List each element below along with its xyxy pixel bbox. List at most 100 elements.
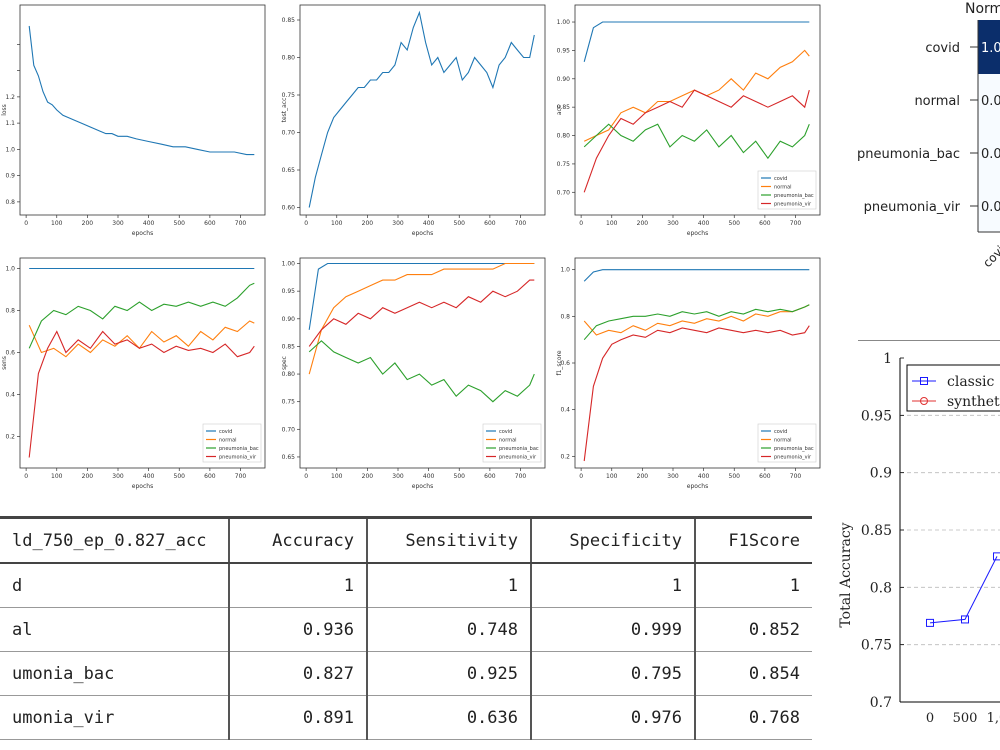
y-tick-label: 0.6 — [5, 350, 15, 357]
table-header-specificity: Specificity — [530, 516, 695, 564]
x-tick-label: 400 — [143, 473, 155, 480]
x-tick-label: 200 — [82, 220, 94, 227]
x-tick-label: 300 — [112, 473, 124, 480]
divider — [858, 340, 1000, 341]
x-tick-label: 300 — [392, 220, 404, 227]
x-tick-label: 600 — [484, 220, 496, 227]
series-line-normal — [308, 262, 535, 375]
legend-entry: pneumonia_vir — [774, 455, 812, 461]
loss-plot: 0 100 200 300 400 500 600 700 0.8 0.9 1.0 1.1 1.2 epo… — [1, 4, 266, 237]
y-tick-label: 0.75 — [282, 399, 296, 406]
x-tick-label: 100 — [331, 473, 343, 480]
table-cell: al — [0, 607, 229, 652]
x-tick-label: 700 — [235, 220, 247, 227]
table-cell: 1 — [366, 563, 531, 608]
series-line-normal — [583, 304, 810, 336]
x-tick-label: 100 — [606, 220, 618, 227]
cm-cell-pneumonia-bac — [978, 127, 1000, 180]
x-axis-label: epochs — [132, 230, 153, 237]
table-cell: 1 — [530, 563, 695, 608]
training-plots: 0 100 200 300 400 500 600 700 0.8 0.9 1.0 1.1 1.2 epo… — [1, 4, 821, 490]
y-axis-label: acc — [556, 105, 563, 115]
legend-entry: covid — [499, 429, 512, 435]
y-tick-label: 0.85 — [861, 523, 892, 539]
x-tick-label: 200 — [637, 473, 649, 480]
table-cell: 1 — [694, 563, 812, 608]
x-tick-label: 700 — [790, 473, 802, 480]
x-tick-label: 500 — [174, 473, 186, 480]
legend-entry: normal — [774, 438, 792, 444]
x-tick-label: 500 — [454, 220, 466, 227]
table-cell: 0.852 — [694, 607, 812, 652]
legend-entry: classic — [947, 374, 995, 390]
y-tick-label: 1.1 — [5, 120, 15, 127]
table-cell: 0.827 — [228, 651, 367, 696]
table-header-row: ld_750_ep_0.827_acc Accuracy Sensitivity… — [0, 516, 812, 564]
y-tick-label: 0.95 — [557, 47, 571, 54]
series-line-covid — [583, 21, 810, 62]
series-line-normal — [28, 320, 255, 358]
x-tick-label: 0 — [304, 220, 308, 227]
table-header-model: ld_750_ep_0.827_acc — [0, 516, 229, 564]
y-tick-label: 0.4 — [560, 407, 570, 414]
y-tick-label: 0.60 — [282, 205, 296, 212]
series-line-pneumonia_bac — [308, 340, 535, 403]
x-axis-label: epochs — [132, 483, 153, 490]
x-tick-label: 0 — [926, 711, 934, 726]
data-point-classic — [961, 615, 969, 624]
y-tick-label: 1.0 — [5, 146, 15, 153]
x-tick-label: 200 — [362, 473, 374, 480]
x-tick-label: 100 — [331, 220, 343, 227]
x-tick-label: 300 — [667, 220, 679, 227]
x-axis-label: epochs — [412, 230, 433, 237]
y-tick-label: 0.95 — [282, 288, 296, 295]
y-tick-label: 0.90 — [557, 76, 571, 83]
x-tick-label: 0 — [24, 473, 28, 480]
table-cell: 0.748 — [366, 607, 531, 652]
x-tick-label: 700 — [790, 220, 802, 227]
cm-col-label-covid: covid — [980, 238, 1000, 271]
cm-cell-value: 0.0 — [981, 200, 1000, 215]
y-tick-label: 0.95 — [861, 408, 892, 424]
table-row: al 0.936 0.748 0.999 0.852 — [0, 607, 812, 652]
series-line-main — [28, 25, 255, 156]
y-tick-label: 1.0 — [5, 266, 15, 273]
table-cell: 0.976 — [530, 695, 695, 740]
y-axis-label: spec — [281, 356, 288, 370]
cm-cell-value: 0.0 — [981, 94, 1000, 109]
table-header-f1score: F1Score — [694, 516, 812, 564]
table-cell: 1 — [228, 563, 367, 608]
y-tick-label: 0.7 — [870, 695, 892, 711]
y-tick-label: 0.2 — [5, 434, 15, 441]
x-tick-label: 600 — [759, 473, 771, 480]
y-tick-label: 0.75 — [861, 638, 892, 654]
legend-entry: pneumonia_bac — [499, 446, 539, 452]
legend-entry: covid — [219, 429, 232, 435]
f1-score-plot: 0 100 200 300 400 500 600 700 0.2 0.4 0.6 0.8 1.0 epo… — [556, 257, 821, 490]
data-point-classic — [926, 618, 934, 627]
y-tick-label: 1 — [883, 351, 892, 367]
x-axis-label: epochs — [687, 230, 708, 237]
cm-row-label: normal — [914, 94, 960, 109]
y-tick-label: 0.2 — [560, 453, 570, 460]
table-cell: 0.768 — [694, 695, 812, 740]
series-line-pneumonia_vir — [583, 325, 810, 462]
series-line-pneumonia_vir — [308, 279, 535, 347]
x-tick-label: 200 — [637, 220, 649, 227]
legend-box — [757, 170, 817, 210]
y-axis-label: test_acc — [281, 98, 288, 123]
metrics-table: ld_750_ep_0.827_acc Accuracy Sensitivity… — [0, 516, 812, 750]
y-tick-label: 0.4 — [5, 392, 15, 399]
series-line-pneumonia_vir — [583, 89, 810, 193]
y-tick-label: 0.85 — [557, 104, 571, 111]
y-tick-label: 0.75 — [557, 161, 571, 168]
table-cell: 0.925 — [366, 651, 531, 696]
y-axis-label: sens — [1, 356, 8, 370]
legend-entry: pneumonia_bac — [774, 446, 814, 452]
legend-entry: syntheti — [947, 394, 1000, 410]
total-accuracy-plot: 0.7 0.75 0.8 0.85 0.9 0.95 1 0 500 1,0 Total Accur… — [838, 351, 1000, 726]
series-line-covid — [308, 262, 535, 330]
test-acc-plot: 0 100 200 300 400 500 600 700 0.60 0.65 0.70 0.75 0.… — [281, 4, 546, 237]
series-line-pneumonia_bac — [28, 282, 255, 349]
table-cell: 0.854 — [694, 651, 812, 696]
